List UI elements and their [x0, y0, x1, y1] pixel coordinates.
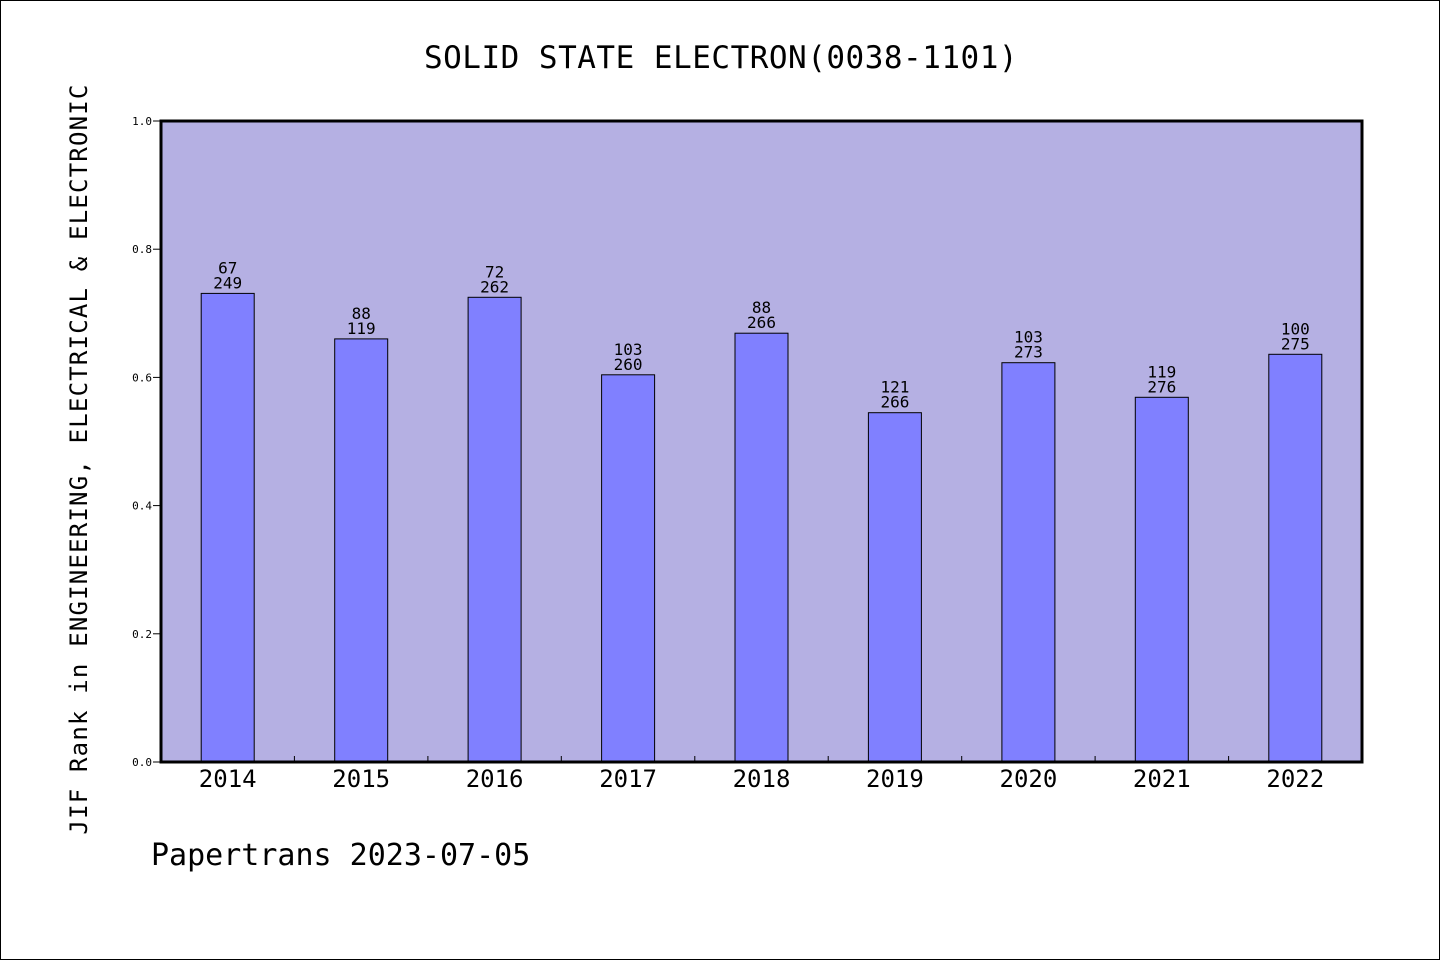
data-label-total-2018: 266 [747, 313, 776, 332]
plot-border [159, 119, 1364, 764]
data-label-total-2022: 275 [1281, 334, 1310, 353]
x-tick-label-2016: 2016 [466, 765, 524, 793]
data-label-total-2015: 119 [347, 319, 376, 338]
data-label-rank-2018: 88 [752, 298, 771, 317]
y-axis-label: JIF Rank in ENGINEERING, ELECTRICAL & EL… [65, 83, 93, 834]
data-label-rank-2014: 67 [218, 258, 237, 277]
data-label-total-2016: 262 [480, 277, 509, 296]
bar-2019 [867, 412, 922, 763]
data-label-total-2020: 273 [1014, 343, 1043, 362]
x-tick-label-2015: 2015 [332, 765, 390, 793]
data-label-rank-2016: 72 [485, 262, 504, 281]
x-tick-label-2020: 2020 [1000, 765, 1058, 793]
y-tick-label-0.8: 0.8 [132, 243, 152, 256]
x-tick-label-2018: 2018 [733, 765, 791, 793]
data-label-total-2017: 260 [614, 355, 643, 374]
data-label-total-2014: 249 [213, 273, 242, 292]
x-tick-label-2022: 2022 [1266, 765, 1324, 793]
x-tick-label-2019: 2019 [866, 765, 924, 793]
data-label-rank-2019: 121 [880, 378, 909, 397]
data-label-rank-2021: 119 [1147, 362, 1176, 381]
y-axis-ticks: 0.0 0.2 0.4 0.6 0.8 1.0 [132, 115, 161, 769]
bar-2014 [200, 292, 255, 763]
data-labels: 6724988119722621032608826612126610327311… [213, 258, 1310, 411]
bar-2015 [334, 338, 389, 763]
data-label-total-2021: 276 [1147, 377, 1176, 396]
y-tick-label-0.6: 0.6 [132, 371, 152, 384]
bar-2017 [601, 374, 656, 763]
x-tick-label-2014: 2014 [199, 765, 257, 793]
bar-2021 [1134, 396, 1189, 763]
bar-2020 [1001, 362, 1056, 763]
chart-title: SOLID STATE ELECTRON(0038-1101) [424, 40, 1018, 76]
footer-credit: Papertrans 2023-07-05 [151, 838, 530, 873]
bars-group [200, 292, 1323, 763]
x-tick-label-2021: 2021 [1133, 765, 1191, 793]
y-tick-label-0.2: 0.2 [132, 628, 152, 641]
bar-2016 [467, 296, 522, 763]
x-axis-ticks: 2014 2015 2016 2017 2018 2019 2020 2021 2022 [199, 756, 1324, 793]
data-label-rank-2017: 103 [614, 340, 643, 359]
y-tick-label-1.0: 1.0 [132, 115, 152, 128]
data-label-rank-2022: 100 [1281, 319, 1310, 338]
data-label-rank-2015: 88 [352, 304, 371, 323]
x-tick-label-2017: 2017 [599, 765, 657, 793]
y-tick-label-0.0: 0.0 [132, 756, 152, 769]
bar-2022 [1268, 353, 1323, 763]
bar-2018 [734, 332, 789, 763]
data-label-total-2019: 266 [880, 393, 909, 412]
data-label-rank-2020: 103 [1014, 328, 1043, 347]
y-tick-label-0.4: 0.4 [132, 500, 152, 513]
